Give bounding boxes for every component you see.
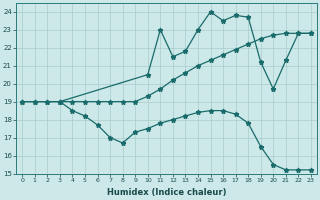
X-axis label: Humidex (Indice chaleur): Humidex (Indice chaleur) <box>107 188 226 197</box>
